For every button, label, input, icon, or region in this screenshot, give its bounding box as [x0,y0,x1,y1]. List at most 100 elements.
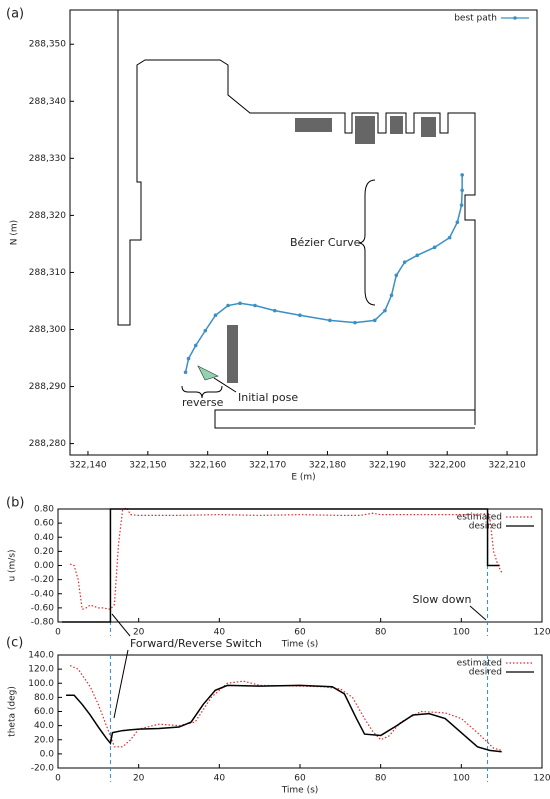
y-tick-label: 0.0 [40,749,55,759]
y-tick-label: -0.80 [31,618,55,628]
y-tick-label: 60.0 [34,707,54,717]
x-tick-label: 0 [55,774,61,784]
annotation: Slow down [413,593,472,606]
y-tick-label: -0.60 [31,603,55,613]
y-tick-label: 0.00 [34,561,54,571]
x-tick-label: 322,210 [488,461,525,471]
point [353,320,357,325]
y-tick-label: -0.20 [31,575,55,585]
annotation-arrows [111,605,487,719]
y-tick-label: -0.40 [31,589,55,599]
legend-marker [513,16,517,20]
y-tick-label: 288,330 [29,154,66,164]
point [415,253,420,258]
legend-label: estimated [457,513,502,523]
arrow [111,613,131,637]
arrow [213,377,237,393]
annotation: Bézier Curve [290,236,361,249]
x-tick-label: 20 [133,628,145,638]
y-tick-label: 288,320 [29,211,66,221]
map-layout [117,10,476,429]
x-tick-label: 40 [214,774,226,784]
point [459,203,464,207]
x-tick-label: 120 [533,774,550,784]
annotation: Forward/Reverse Switch [130,637,262,650]
point [238,301,242,306]
y-axis-label: N (m) [10,220,20,245]
panel-label: (c) [6,636,23,651]
x-tick-label: 0 [55,628,61,638]
y-tick-label: 140.0 [28,651,54,661]
y-axis-label: theta (deg) [8,686,18,737]
x-tick-label: 60 [294,774,306,784]
x-tick-label: 322,140 [69,461,106,471]
x-axis-label: Time (s) [281,640,319,650]
annotation: Initial pose [238,391,298,404]
x-tick-label: 40 [214,628,226,638]
series-line [66,684,502,753]
point [203,328,208,333]
y-tick-label: 288,280 [29,439,66,449]
obstacle [355,116,375,144]
x-tick-label: 60 [294,628,306,638]
y-tick-label: 80.0 [34,693,54,703]
point [447,235,452,240]
legend-label: best path [454,14,497,24]
x-tick-label: 322,170 [249,461,286,471]
y-tick-label: 288,340 [29,97,66,107]
x-tick-label: 322,150 [129,461,166,471]
legend-label: estimated [457,659,502,669]
point [328,318,332,323]
plot-frame [69,9,538,456]
x-tick-label: 80 [375,774,387,784]
point [460,188,464,193]
y-tick-label: 0.60 [34,519,54,529]
series-line [69,506,503,611]
y-tick-label: 0.20 [34,547,54,557]
wall [117,10,476,425]
series-line [62,508,500,623]
point [226,303,230,308]
y-tick-label: 20.0 [34,735,54,745]
point [460,173,464,177]
x-axis-label: Time (s) [281,786,319,796]
obstacle [390,116,403,134]
y-tick-label: 0.80 [34,505,54,515]
obstacle [421,117,436,137]
brace [181,385,223,399]
brace [357,179,376,306]
obstacle [227,325,238,383]
point [383,308,387,313]
wall [214,409,475,429]
obstacle [295,118,332,132]
point [213,313,218,318]
x-tick-label: 80 [375,628,387,638]
x-tick-label: 100 [453,628,470,638]
y-tick-label: 40.0 [34,721,54,731]
x-tick-label: 100 [453,774,470,784]
arrow [469,605,487,621]
x-tick-label: 120 [533,628,550,638]
series-line [184,174,463,373]
point [298,313,302,318]
initial-pose [197,365,219,381]
y-tick-label: -20.0 [31,764,55,774]
point [193,343,198,348]
annotation: reverse [182,396,224,409]
point [186,356,191,361]
panel-label: (a) [6,7,24,22]
point [389,293,394,298]
y-tick-label: 100.0 [28,679,54,689]
y-tick-label: 288,350 [29,40,66,50]
point [455,220,460,225]
point [372,318,377,323]
y-tick-label: 0.40 [34,533,54,543]
x-tick-label: 322,180 [309,461,346,471]
x-axis-label: E (m) [291,473,315,483]
legend-label: desired [469,668,502,678]
y-tick-label: 288,290 [29,382,66,392]
y-axis-label: u (m/s) [8,549,18,581]
x-tick-label: 322,160 [189,461,226,471]
